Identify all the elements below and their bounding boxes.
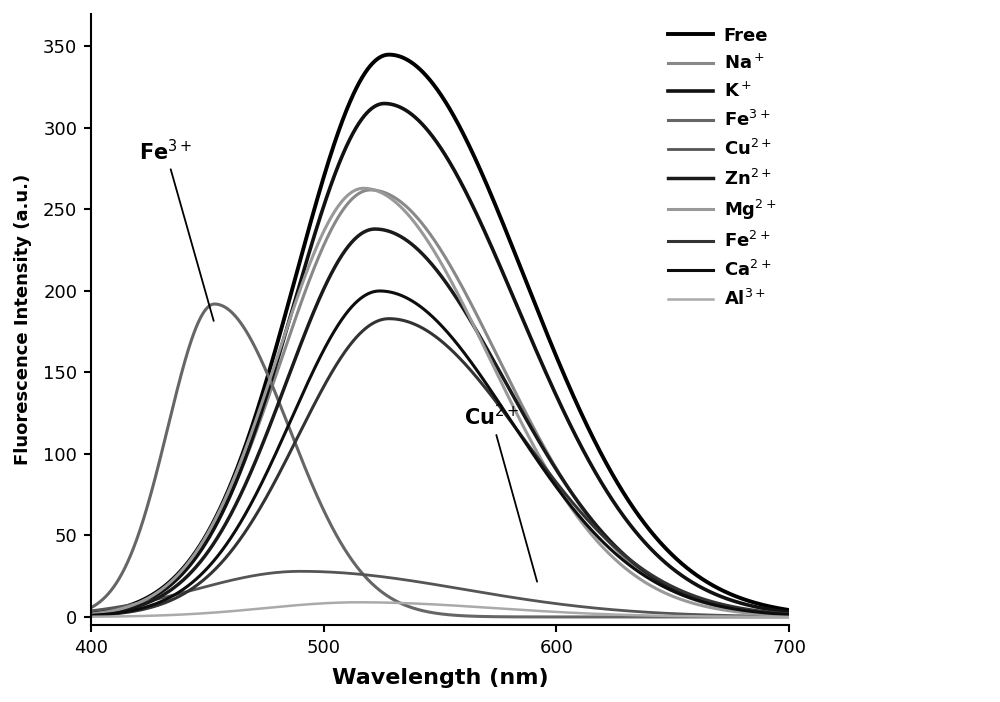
Y-axis label: Fluorescence Intensity (a.u.): Fluorescence Intensity (a.u.) <box>14 174 32 465</box>
Text: Fe$^{3+}$: Fe$^{3+}$ <box>139 138 214 321</box>
Text: Cu$^{2+}$: Cu$^{2+}$ <box>464 404 537 582</box>
Legend: Free, Na$^+$, K$^+$, Fe$^{3+}$, Cu$^{2+}$, Zn$^{2+}$, Mg$^{2+}$, Fe$^{2+}$, Ca$^: Free, Na$^+$, K$^+$, Fe$^{3+}$, Cu$^{2+}… <box>664 23 780 312</box>
X-axis label: Wavelength (nm): Wavelength (nm) <box>332 668 548 688</box>
